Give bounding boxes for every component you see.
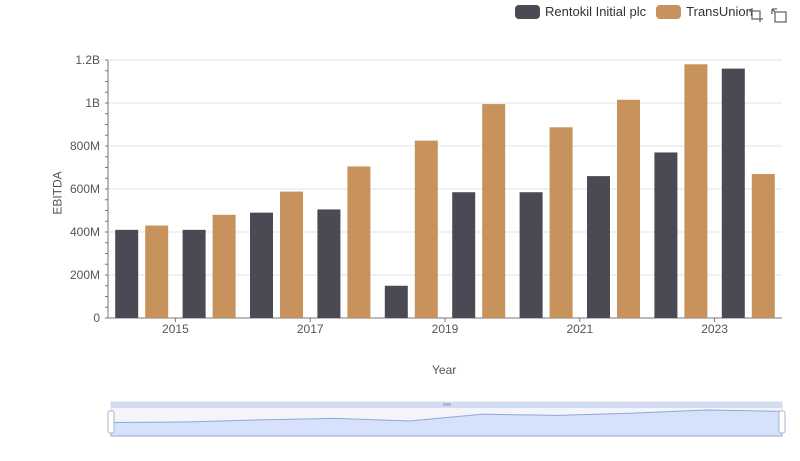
bar-transunion-2016 (280, 191, 303, 318)
bar-rentokil-2017 (317, 209, 341, 318)
y-tick-label: 1.2B (75, 53, 100, 67)
x-axis-title: Year (432, 363, 457, 377)
bar-rentokil-2018 (384, 285, 408, 318)
chart-toolbox (747, 6, 795, 24)
bar-rentokil-2014 (115, 229, 139, 318)
y-tick-label: 200M (70, 268, 100, 282)
legend-item-rentokil[interactable]: Rentokil Initial plc (515, 4, 646, 19)
y-tick-label: 0 (93, 311, 100, 325)
legend-swatch-rentokil (515, 4, 540, 19)
y-tick-label: 400M (70, 225, 100, 239)
bar-transunion-2017 (347, 166, 371, 318)
bar-transunion-2015 (212, 214, 236, 318)
bar-rentokil-2023 (721, 68, 745, 318)
y-tick-label: 1B (85, 96, 100, 110)
bar-rentokil-2020 (519, 192, 543, 318)
bar-rentokil-2019 (452, 192, 476, 318)
x-tick-label: 2015 (162, 322, 189, 336)
bar-transunion-2018 (414, 140, 438, 318)
bar-transunion-2020 (549, 127, 573, 318)
bar-transunion-2021 (617, 99, 640, 319)
bar-transunion-2023 (751, 173, 775, 318)
bar-transunion-2014 (145, 225, 169, 318)
legend-label-transunion: TransUnion (686, 4, 753, 19)
bar-transunion-2019 (482, 104, 506, 318)
legend-swatch-transunion (656, 4, 682, 19)
y-tick-label: 600M (70, 182, 100, 196)
bar-rentokil-2015 (182, 229, 206, 318)
legend-label-rentokil: Rentokil Initial plc (545, 4, 647, 19)
bar-rentokil-2016 (250, 212, 273, 318)
bar-rentokil-2021 (587, 176, 610, 318)
data-zoom-grip-icon[interactable] (443, 403, 451, 406)
data-zoom-handle-start[interactable] (107, 410, 115, 434)
data-zoom-handle-end[interactable] (778, 410, 786, 434)
x-tick-label: 2017 (297, 322, 324, 336)
x-tick-label: 2023 (701, 322, 728, 336)
y-tick-label: 800M (70, 139, 100, 153)
zoom-reset-icon[interactable] (771, 6, 789, 24)
bar-transunion-2022 (684, 64, 708, 318)
chart-legend: Rentokil Initial plc TransUnion (515, 4, 763, 19)
x-tick-label: 2019 (432, 322, 459, 336)
y-axis-title: EBITDA (50, 171, 65, 215)
zoom-select-icon[interactable] (747, 6, 765, 24)
x-tick-label: 2021 (566, 322, 593, 336)
legend-item-transunion[interactable]: TransUnion (656, 4, 753, 19)
bar-rentokil-2022 (654, 152, 678, 318)
